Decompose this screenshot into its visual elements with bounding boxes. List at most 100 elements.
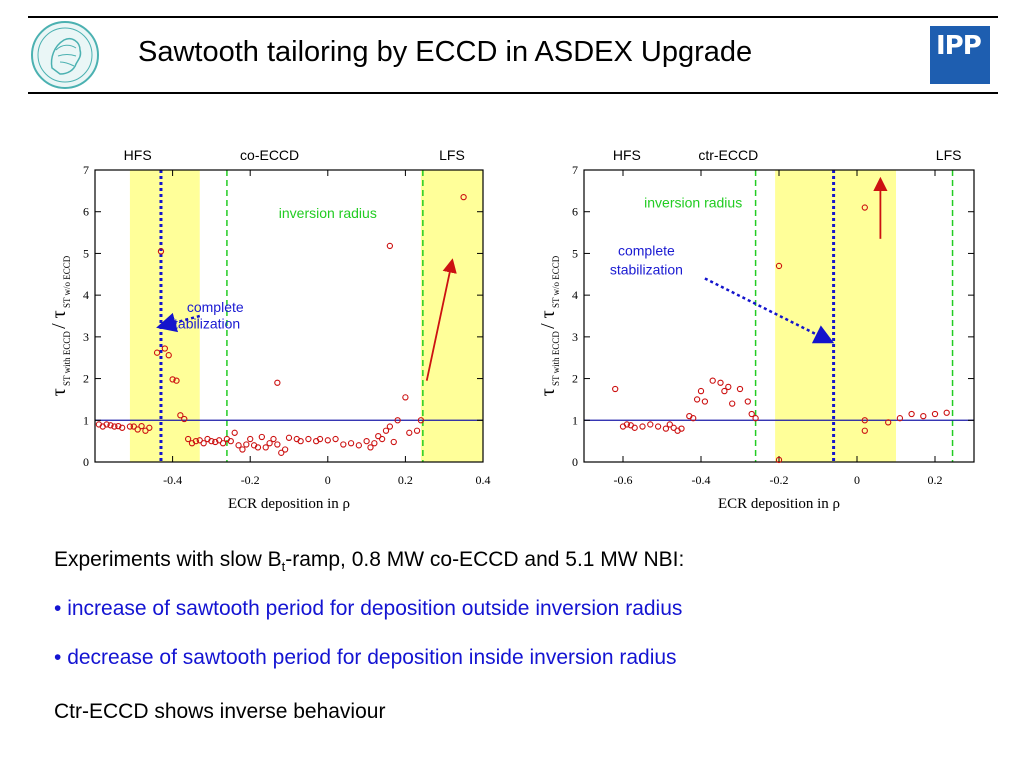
data-point	[701, 398, 709, 405]
plot-frame	[94, 169, 484, 463]
data-point	[161, 345, 168, 352]
header-hfs: HFS	[613, 147, 641, 163]
y-label-slash: /	[48, 318, 70, 329]
y-label-tau: τ	[48, 310, 70, 318]
data-point	[340, 441, 347, 448]
data-point	[169, 376, 176, 383]
y-label-subscript: ST w/o ECCD	[551, 255, 561, 310]
data-point	[748, 410, 755, 418]
data-point	[697, 387, 705, 395]
x-tick-label: 0	[854, 473, 860, 487]
data-point	[693, 396, 701, 403]
data-point	[270, 435, 277, 443]
y-label-tau: τ	[537, 310, 559, 318]
y-tick-label: 7	[572, 163, 578, 177]
x-tick-label: 0.2	[398, 473, 413, 487]
data-point	[305, 435, 312, 443]
data-point	[281, 446, 289, 453]
data-point	[196, 437, 203, 444]
y-tick-label: 3	[83, 330, 89, 344]
data-point	[316, 435, 324, 443]
complete-label: complete	[618, 243, 675, 259]
bullet-decrease-text: decrease of sawtooth period for depositi…	[67, 646, 677, 669]
y-tick-label: 5	[572, 246, 578, 260]
data-point	[239, 446, 246, 453]
data-point	[920, 412, 927, 420]
header-hfs: HFS	[124, 147, 152, 163]
data-point	[666, 421, 673, 428]
data-point	[775, 262, 783, 270]
experiment-description-suffix: -ramp, 0.8 MW co-ECCD and 5.1 MW NBI:	[285, 548, 685, 571]
data-point	[654, 423, 662, 430]
data-point	[258, 433, 265, 441]
data-point	[247, 435, 254, 443]
data-point	[254, 444, 262, 451]
data-point	[157, 248, 165, 255]
data-point	[216, 437, 223, 444]
data-point	[274, 379, 281, 386]
bullet-icon: •	[54, 597, 62, 620]
data-point	[146, 424, 153, 431]
data-point	[775, 456, 783, 464]
header-eccd-type: ctr-ECCD	[698, 147, 758, 163]
data-point	[367, 444, 374, 451]
data-point	[165, 352, 172, 359]
bullet-icon: •	[54, 646, 62, 669]
y-tick-label: 5	[83, 246, 89, 260]
data-point	[219, 440, 227, 447]
x-tick-label: -0.4	[692, 473, 711, 487]
stabilization-arrow	[704, 277, 835, 344]
data-point	[861, 427, 868, 434]
data-point	[103, 421, 110, 428]
y-label-subscript: ST with ECCD	[551, 329, 561, 388]
bullet-decrease: • decrease of sawtooth period for deposi…	[54, 646, 677, 670]
data-point	[355, 442, 362, 449]
inversion-radius-label: inversion radius	[644, 195, 742, 211]
co-eccd-chart: 0 1 2 3 4 5 6 7 -0.4 -0.2 0 0.2 0.4 HFS co-ECCD LFS inve…	[48, 147, 491, 512]
y-axis-label: τ ST with ECCD / τ ST w/o ECCD	[48, 255, 72, 396]
ctr-eccd-note: Ctr-ECCD shows inverse behaviour	[54, 700, 386, 723]
ctr-eccd-chart: 0 1 2 3 4 5 6 7 -0.6 -0.4 -0.2 0 0.2 HFS ctr-ECCD LFS in…	[537, 147, 975, 512]
data-point	[363, 437, 370, 445]
y-tick-label: 0	[83, 455, 89, 469]
data-point	[861, 204, 868, 211]
stabilization-label: stabilization	[610, 261, 683, 277]
data-point	[662, 425, 670, 432]
bullet-increase-text: increase of sawtooth period for depositi…	[67, 597, 683, 620]
data-point	[111, 423, 118, 430]
x-tick-label: 0.2	[928, 473, 943, 487]
data-point	[639, 423, 646, 430]
data-point	[153, 349, 161, 356]
data-point	[227, 437, 234, 445]
x-tick-label: 0.4	[476, 473, 491, 487]
y-label-slash: /	[537, 318, 559, 329]
data-point	[402, 394, 409, 401]
data-point	[943, 409, 950, 416]
data-point	[931, 410, 939, 418]
x-tick-label: -0.2	[770, 473, 789, 487]
y-tick-label: 4	[572, 288, 578, 302]
y-tick-label: 1	[83, 413, 89, 427]
y-label-subscript: ST with ECCD	[62, 329, 72, 388]
header-eccd-type: co-ECCD	[240, 147, 299, 163]
data-point	[278, 449, 285, 456]
x-tick-label: -0.2	[241, 473, 260, 487]
y-tick-label: 7	[83, 163, 89, 177]
y-axis-label: τ ST with ECCD / τ ST w/o ECCD	[537, 255, 561, 396]
data-point	[386, 423, 394, 430]
complete-label: complete	[187, 299, 244, 315]
data-point	[212, 438, 219, 446]
data-point	[678, 425, 685, 432]
header-lfs: LFS	[936, 147, 962, 163]
data-point	[717, 379, 724, 386]
data-point	[231, 429, 238, 436]
experiment-description-prefix: Experiments with slow B	[54, 548, 282, 571]
data-point	[262, 444, 269, 451]
data-point	[460, 193, 467, 201]
data-point	[885, 419, 892, 426]
data-point	[752, 415, 759, 422]
data-point	[130, 423, 137, 430]
y-tick-label: 1	[572, 413, 578, 427]
trend-arrow	[425, 258, 457, 381]
x-tick-label: -0.4	[163, 473, 182, 487]
